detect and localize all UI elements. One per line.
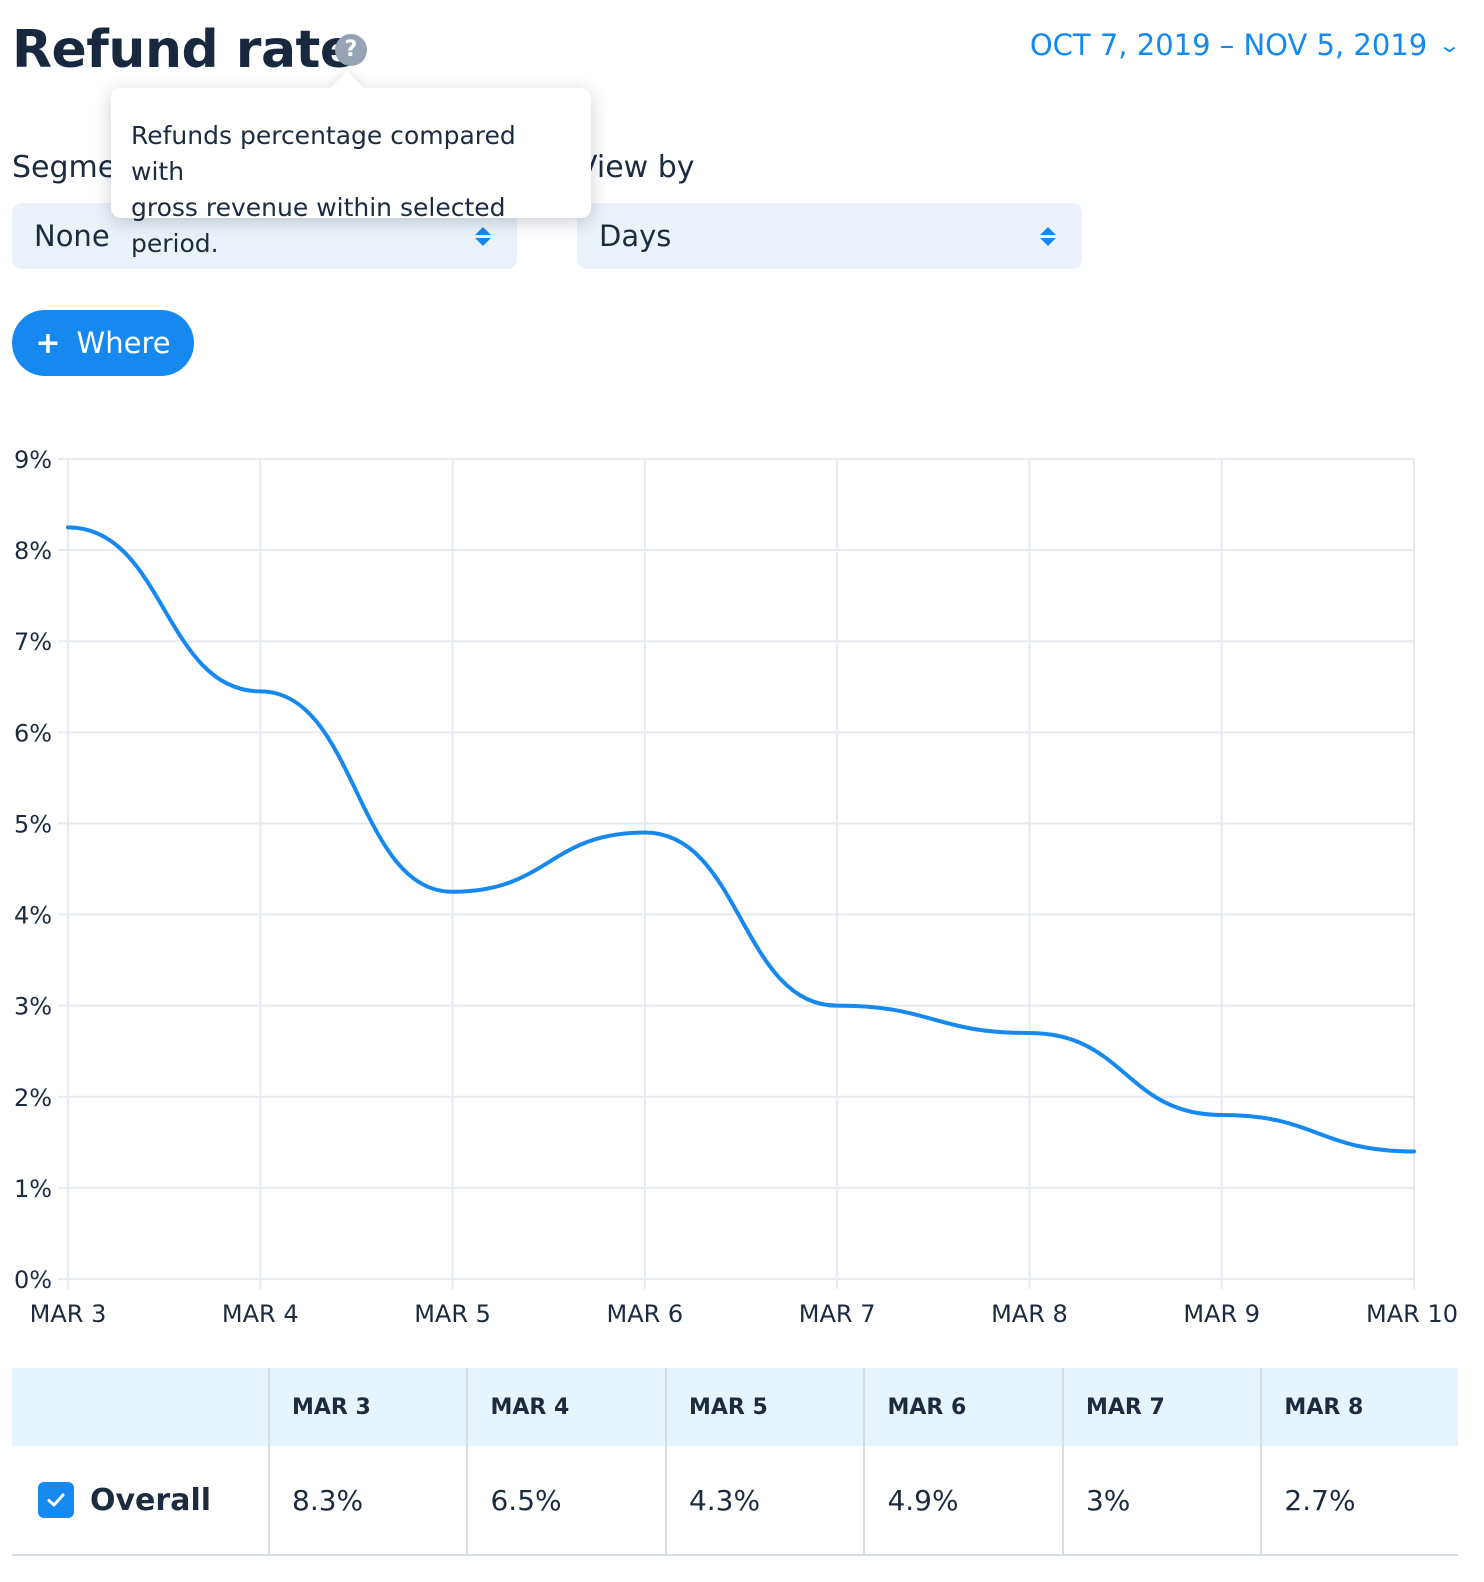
- refund-rate-line-chart: 0% 1% 2% 3% 4% 5% 6% 7% 8% 9% MAR 3 MAR 4 MAR 5 MAR 6…: [14, 446, 1458, 1328]
- table-cell: 4.9%: [863, 1446, 1063, 1556]
- table-column-header: MAR 7: [1061, 1368, 1262, 1446]
- y-tick-label: 8%: [14, 537, 52, 565]
- chevron-down-icon: ⌄: [1437, 33, 1462, 57]
- view-by-select-value: Days: [599, 219, 672, 253]
- x-tick-label: MAR 6: [607, 1300, 684, 1328]
- date-range-label: OCT 7, 2019 – NOV 5, 2019: [1029, 28, 1428, 62]
- y-tick-label: 5%: [14, 810, 52, 838]
- plus-icon: +: [35, 325, 61, 361]
- x-tick-label: MAR 5: [414, 1300, 491, 1328]
- select-arrows-icon: [1040, 226, 1056, 246]
- table-cell: 2.7%: [1260, 1446, 1458, 1556]
- add-where-filter-button[interactable]: + Where: [12, 310, 194, 376]
- y-tick-label: 0%: [14, 1266, 52, 1294]
- y-tick-label: 7%: [14, 628, 52, 656]
- table-column-header: MAR 8: [1260, 1368, 1458, 1446]
- select-arrows-icon: [475, 226, 491, 246]
- help-tooltip: Refunds percentage compared with gross r…: [111, 88, 591, 258]
- table-column-header: MAR 3: [267, 1368, 468, 1446]
- question-circle-icon[interactable]: ?: [335, 34, 367, 66]
- segment-select-value: None: [34, 219, 110, 253]
- x-tick-label: MAR 8: [991, 1300, 1068, 1328]
- table-row-header: Overall: [12, 1446, 269, 1556]
- view-by-label: View by: [577, 150, 695, 185]
- x-tick-label: MAR 3: [30, 1300, 107, 1328]
- table-column-header: MAR 4: [466, 1368, 666, 1446]
- table-row: Overall 8.3% 6.5% 4.3% 4.9% 3% 2.7%: [12, 1446, 1458, 1556]
- y-tick-label: 6%: [14, 719, 52, 747]
- y-tick-label: 4%: [14, 902, 52, 930]
- series-line: [66, 525, 1416, 1154]
- tooltip-line-1: Refunds percentage compared with: [131, 121, 516, 186]
- date-range-picker[interactable]: OCT 7, 2019 – NOV 5, 2019 ⌄: [1029, 28, 1462, 62]
- table-header-row: MAR 3 MAR 4 MAR 5 MAR 6 MAR 7 MAR 8: [12, 1368, 1458, 1446]
- tooltip-line-2: gross revenue within selected period.: [131, 193, 506, 258]
- where-button-label: Where: [76, 326, 171, 360]
- checkmark-icon: [47, 1493, 65, 1507]
- y-tick-label: 3%: [14, 993, 52, 1021]
- table-cell: 6.5%: [466, 1446, 666, 1556]
- table-column-header: MAR 6: [863, 1368, 1063, 1446]
- table-cell: 3%: [1061, 1446, 1262, 1556]
- x-tick-label: MAR 10: [1366, 1300, 1458, 1328]
- table-cell: 4.3%: [664, 1446, 865, 1556]
- table-header-empty: [12, 1368, 269, 1446]
- table-cell: 8.3%: [267, 1446, 468, 1556]
- page-title: Refund rate: [12, 20, 355, 80]
- x-tick-label: MAR 9: [1183, 1300, 1260, 1328]
- x-tick-label: MAR 7: [799, 1300, 876, 1328]
- y-tick-label: 2%: [14, 1084, 52, 1112]
- y-tick-label: 1%: [14, 1175, 52, 1203]
- refund-rate-table: MAR 3 MAR 4 MAR 5 MAR 6 MAR 7 MAR 8 Over…: [12, 1368, 1458, 1556]
- row-label-overall: Overall: [90, 1482, 212, 1518]
- view-by-select[interactable]: Days: [577, 203, 1082, 269]
- x-tick-label: MAR 4: [222, 1300, 299, 1328]
- overall-checkbox[interactable]: [38, 1482, 74, 1518]
- y-tick-label: 9%: [14, 446, 52, 474]
- table-column-header: MAR 5: [664, 1368, 865, 1446]
